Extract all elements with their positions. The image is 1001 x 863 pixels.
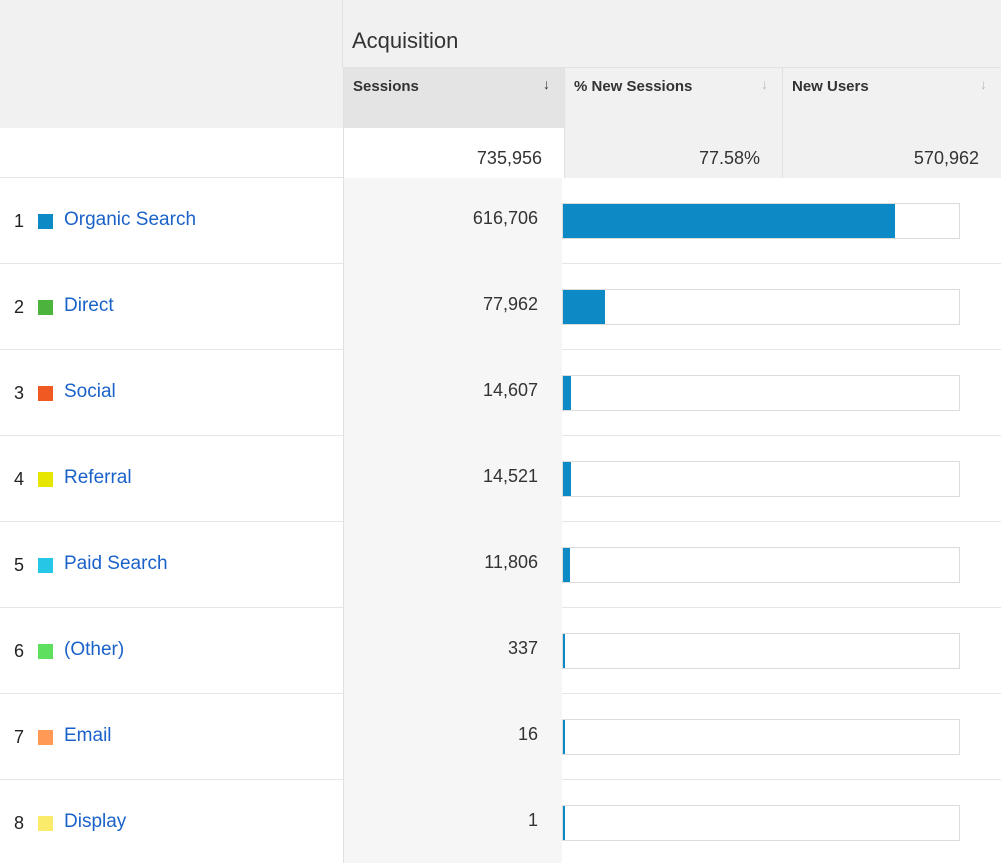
table-row: 4 Referral 14,521 [0,436,1001,522]
table-row: 3 Social 14,607 [0,350,1001,436]
table-row: 6 (Other) 337 [0,608,1001,694]
channel-color-swatch [38,730,53,745]
sessions-cell: 337 [343,608,562,694]
channel-link[interactable]: (Other) [64,639,125,660]
channel-link[interactable]: Email [64,725,112,746]
column-label: % New Sessions [574,78,693,95]
percentage-bar-fill [563,204,895,238]
table-row: 2 Direct 77,962 [0,264,1001,350]
row-index: 7 [14,727,25,747]
total-new-sessions-cell: 77.58% [564,128,782,178]
row-index: 3 [14,383,25,403]
data-rows: 1 Organic Search 616,706 2 Direct 77,962 3 Soci… [0,178,1001,863]
row-index: 5 [14,555,25,575]
row-index: 1 [14,211,25,231]
channel-link[interactable]: Organic Search [64,209,197,230]
sessions-cell: 16 [343,694,562,780]
sessions-cell: 14,607 [343,350,562,436]
row-index: 4 [14,469,25,489]
table-row: 7 Email 16 [0,694,1001,780]
sessions-cell: 616,706 [343,178,562,264]
percentage-bar [562,633,960,669]
percentage-bar-fill [563,462,571,496]
sessions-value: 14,521 [482,466,538,486]
channel-color-swatch [38,386,53,401]
column-header-new-users[interactable]: New Users ↓ [782,68,1001,128]
sessions-value: 11,806 [484,552,538,572]
percentage-bar-fill [563,634,565,668]
channel-link[interactable]: Paid Search [64,553,168,574]
total-sessions: 735,956 [476,148,542,168]
channel-color-swatch [38,644,53,659]
column-label: Sessions [353,78,419,95]
channel-color-swatch [38,558,53,573]
row-index: 8 [14,813,25,833]
percentage-bar [562,719,960,755]
header-blank [0,0,343,68]
channel-color-swatch [38,300,53,315]
sessions-value: 14,607 [482,380,538,400]
sessions-cell: 1 [343,780,562,863]
percentage-bar [562,805,960,841]
channel-color-swatch [38,472,53,487]
total-new-users-cell: 570,962 [782,128,1001,178]
percentage-bar-fill [563,376,571,410]
column-header-sessions[interactable]: Sessions ↓ [343,68,564,128]
sort-arrow-icon[interactable]: ↓ [543,76,550,92]
sessions-cell: 14,521 [343,436,562,522]
channel-link[interactable]: Direct [64,295,114,316]
sessions-value: 337 [507,638,538,658]
percentage-bar [562,203,960,239]
sort-arrow-icon[interactable]: ↓ [980,76,987,92]
row-index: 2 [14,297,25,317]
table-row: 1 Organic Search 616,706 [0,178,1001,264]
percentage-bar-fill [563,548,570,582]
sessions-cell: 11,806 [343,522,562,608]
totals-row: 735,956 77.58% 570,962 [0,128,1001,178]
sort-arrow-icon[interactable]: ↓ [761,76,768,92]
channel-link[interactable]: Display [64,811,127,832]
total-new-users: 570,962 [913,148,979,168]
channel-color-swatch [38,816,53,831]
sessions-cell: 77,962 [343,264,562,350]
channel-color-swatch [38,214,53,229]
column-label: New Users [792,78,869,95]
total-new-sessions: 77.58% [698,148,760,168]
percentage-bar [562,547,960,583]
header-group-row: Acquisition [0,0,1001,68]
table-row: 5 Paid Search 11,806 [0,522,1001,608]
percentage-bar-fill [563,290,605,324]
percentage-bar [562,461,960,497]
sessions-value: 616,706 [472,208,538,228]
table-row: 8 Display 1 [0,780,1001,863]
group-title: Acquisition [352,28,459,53]
percentage-bar [562,289,960,325]
channel-link[interactable]: Referral [64,467,132,488]
percentage-bar [562,375,960,411]
column-header-row: Sessions ↓ % New Sessions ↓ New Users ↓ [0,68,1001,128]
sessions-value: 1 [527,810,538,830]
channel-link[interactable]: Social [64,381,116,402]
sessions-value: 77,962 [482,294,538,314]
percentage-bar-fill [563,720,565,754]
total-sessions-cell: 735,956 [343,128,564,178]
column-header-new-sessions[interactable]: % New Sessions ↓ [564,68,782,128]
sessions-value: 16 [517,724,538,744]
row-index: 6 [14,641,25,661]
header-blank-left [0,68,343,128]
percentage-bar-fill [563,806,565,840]
